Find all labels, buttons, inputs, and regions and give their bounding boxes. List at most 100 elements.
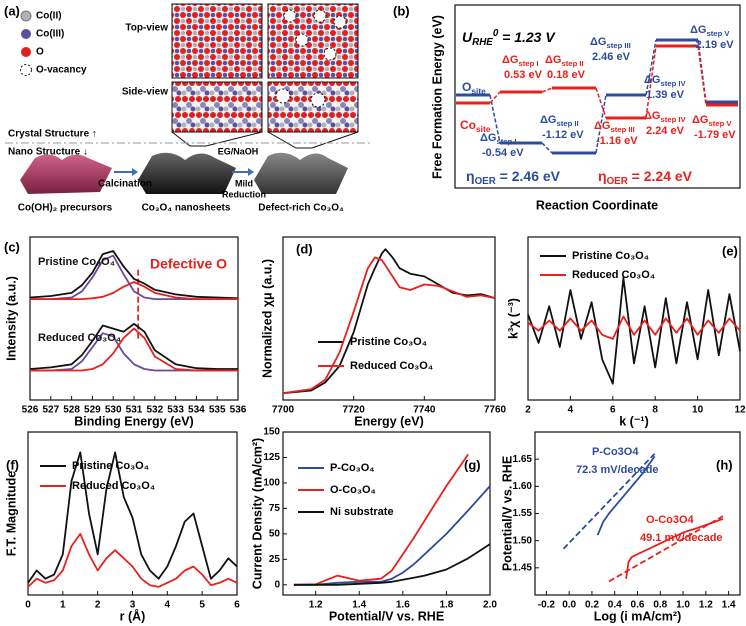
structure-label: Nano Structure ↓ — [8, 147, 88, 158]
x-axis-label: k (⁻¹) — [619, 414, 649, 428]
step-value: -1.79 eV — [694, 129, 736, 141]
view-label: Side-view — [122, 87, 168, 98]
y-tick-label: 1.55 — [513, 508, 533, 519]
x-tick-label: 7760 — [484, 405, 507, 416]
x-tick-label: 4 — [568, 405, 574, 416]
step-value: 0.53 eV — [504, 69, 543, 81]
y-tick-label: 75 — [269, 503, 281, 514]
x-tick-label: -0.2 — [538, 600, 556, 611]
y-tick-label: 1.65 — [513, 454, 533, 465]
x-tick-label: 536 — [230, 405, 247, 416]
step-label: ΔGstep I — [502, 54, 539, 68]
panel-label: (e) — [722, 243, 738, 258]
x-tick-label: 526 — [22, 405, 39, 416]
x-tick-label: 0.4 — [608, 600, 622, 611]
y-tick-label: 100 — [263, 478, 280, 489]
step-value: -0.54 eV — [482, 147, 524, 159]
step-value: 2.46 eV — [592, 51, 631, 63]
step-value: 2.24 eV — [646, 125, 685, 137]
site-label: Osite — [462, 80, 486, 96]
product-label: Defect-rich Co₃O₄ — [258, 203, 344, 214]
step-label: EG/NaOH — [218, 146, 259, 156]
step-value: -1.12 eV — [542, 129, 584, 141]
text-part: η — [466, 168, 475, 184]
data-line — [608, 515, 724, 583]
x-tick-label: 1.2 — [309, 600, 323, 611]
y-axis-label: Current Density (mA/cm²) — [250, 438, 264, 589]
text-part: OER — [475, 176, 496, 187]
y-tick-label: 1.45 — [513, 562, 533, 573]
step-label: ΔGstep V — [690, 24, 730, 38]
panel-label: (d) — [296, 241, 313, 256]
x-tick-label: 7720 — [343, 405, 366, 416]
data-line — [30, 327, 238, 372]
y-axis-label: Potential/V vs. RHE — [500, 456, 514, 571]
x-axis-label: r (Å) — [120, 608, 146, 623]
data-line — [293, 543, 491, 586]
text-part: step II — [561, 59, 583, 68]
annotation: 72.3 mV/decade — [576, 464, 659, 476]
text-part: site — [471, 86, 486, 96]
panel-label: (c) — [4, 239, 20, 254]
data-line — [293, 485, 491, 586]
data-line — [625, 518, 724, 579]
step-label: ΔGstep III — [590, 36, 631, 50]
level-connector — [541, 87, 553, 93]
x-tick-label: 529 — [84, 405, 101, 416]
text-part: step I — [496, 137, 516, 146]
text-part: step V — [708, 119, 732, 128]
x-tick-label: 1.2 — [699, 600, 713, 611]
x-tick-label: 533 — [167, 405, 184, 416]
x-axis-label: Log (i mA/cm²) — [594, 609, 682, 623]
text-part: = 2.46 eV — [496, 168, 561, 184]
y-axis-label: k³χ (⁻³) — [506, 298, 520, 339]
x-tick-label: 1.8 — [439, 600, 453, 611]
step-label: ΔGstep II — [545, 54, 584, 68]
data-line — [282, 256, 496, 395]
data-line — [27, 451, 238, 584]
x-tick-label: 12 — [734, 405, 746, 416]
y-axis-label: Intensity (a.u.) — [4, 276, 18, 361]
text-part: ΔG — [594, 120, 610, 132]
step-label: ΔGstep III — [594, 120, 635, 134]
x-tick-label: 7700 — [272, 405, 295, 416]
text-part: ΔG — [480, 132, 496, 144]
schematic-art — [5, 3, 370, 194]
x-tick-label: 1.6 — [396, 600, 410, 611]
panel-label: (b) — [393, 3, 410, 18]
x-axis-label: Potential/V vs. RHE — [329, 609, 444, 623]
potential-label: URHE0 = 1.23 V — [462, 28, 556, 48]
x-tick-label: 0.0 — [562, 600, 576, 611]
text-part: site — [476, 124, 491, 134]
level-connector — [489, 91, 501, 104]
legend-label: O-vacancy — [36, 65, 87, 76]
view-label: Top-view — [125, 23, 168, 34]
x-tick-label: 1.0 — [676, 600, 690, 611]
structure-label: Crystal Structure ↑ — [8, 129, 97, 140]
step-label: Reduction — [222, 189, 266, 199]
level-connector — [595, 87, 607, 119]
overpotential-label: ηOER = 2.46 eV — [466, 168, 561, 187]
text-part: U — [462, 29, 473, 45]
x-tick-label: 528 — [63, 405, 80, 416]
text-part: step II — [556, 119, 578, 128]
plot-frame — [282, 431, 491, 596]
level-connector — [645, 39, 657, 96]
legend-label: Reduced Co₃O₄ — [350, 360, 433, 372]
product-label: Co(OH)₂ precursors — [18, 203, 113, 214]
step-label: Calcination — [98, 179, 152, 190]
text-part: step III — [610, 125, 634, 134]
step-value: 0.18 eV — [547, 69, 586, 81]
y-tick-label: 150 — [263, 427, 280, 438]
data-line — [527, 315, 741, 340]
level-connector — [595, 94, 607, 154]
text-part: step IV — [660, 79, 686, 88]
step-label: ΔGstep I — [480, 132, 517, 146]
x-tick-label: 4 — [165, 600, 171, 611]
x-tick-label: 1 — [60, 600, 66, 611]
text-part: step III — [606, 41, 630, 50]
y-axis-label: F.T. Magnitude — [4, 471, 18, 556]
x-tick-label: 8 — [652, 405, 658, 416]
step-value: -2.19 eV — [692, 39, 734, 51]
